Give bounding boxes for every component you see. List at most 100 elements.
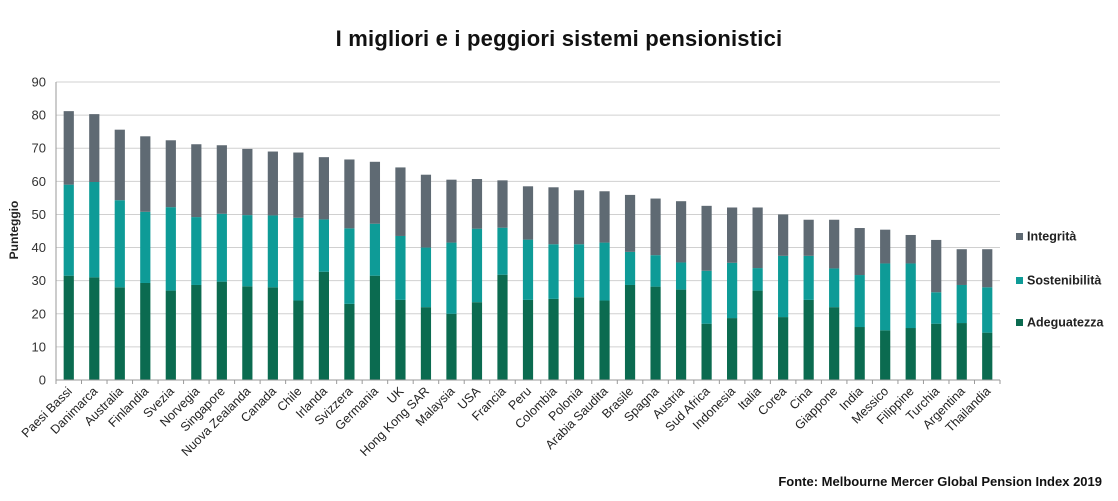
bar-segment-integrit <box>344 159 355 229</box>
bar-segment-adeguatezza <box>471 302 483 380</box>
bar-segment-sostenibilit <box>420 247 432 308</box>
bar-segment-sostenibilit <box>165 207 176 291</box>
legend-swatch <box>1016 319 1023 326</box>
bar-segment-sostenibilit <box>216 213 227 282</box>
bar-segment-sostenibilit <box>956 284 967 324</box>
y-tick-label: 70 <box>32 141 46 156</box>
bar-segment-adeguatezza <box>854 327 865 380</box>
legend-label: Integrità <box>1027 230 1076 244</box>
bar-segment-adeguatezza <box>905 328 916 380</box>
bar-segment-integrit <box>318 157 329 220</box>
bar-segment-sostenibilit <box>446 242 457 314</box>
x-tick-label: Corea <box>755 384 789 418</box>
bar-segment-integrit <box>599 191 610 243</box>
bar-segment-sostenibilit <box>267 215 278 288</box>
bar-segment-adeguatezza <box>318 271 329 380</box>
bar-segment-integrit <box>395 167 406 236</box>
bar-segment-adeguatezza <box>395 299 406 380</box>
bar-segment-integrit <box>140 136 151 212</box>
legend-swatch <box>1016 233 1023 240</box>
bar-segment-sostenibilit <box>293 217 304 301</box>
bar-segment-integrit <box>191 144 202 218</box>
bar-segment-integrit <box>803 219 814 256</box>
y-tick-label: 40 <box>32 240 46 255</box>
bar-segment-sostenibilit <box>650 255 661 287</box>
bar-segment-integrit <box>369 161 381 224</box>
y-tick-label: 50 <box>32 207 46 222</box>
bars <box>63 111 993 380</box>
bar-segment-sostenibilit <box>675 262 687 290</box>
bar-segment-integrit <box>880 229 891 264</box>
bar-segment-adeguatezza <box>701 323 712 380</box>
bar-segment-sostenibilit <box>318 219 329 272</box>
bar-segment-sostenibilit <box>854 275 865 328</box>
chart-title: I migliori e i peggiori sistemi pensioni… <box>335 26 783 51</box>
bar-segment-adeguatezza <box>369 275 381 380</box>
bar-segment-integrit <box>778 214 789 256</box>
bar-segment-adeguatezza <box>89 277 100 380</box>
bar-segment-integrit <box>675 201 687 263</box>
bar-segment-integrit <box>548 187 559 245</box>
bar-segment-integrit <box>165 140 176 208</box>
bar-segment-adeguatezza <box>63 275 74 380</box>
y-tick-label: 90 <box>32 75 46 90</box>
bar-segment-adeguatezza <box>650 286 661 380</box>
bar-segment-sostenibilit <box>752 268 763 291</box>
y-tick-label: 60 <box>32 174 46 189</box>
legend: Integrità Sostenibilità Adeguatezza <box>1016 230 1104 330</box>
bar-segment-integrit <box>242 148 253 216</box>
bar-segment-adeguatezza <box>982 332 993 380</box>
bar-segment-sostenibilit <box>727 262 738 319</box>
bar-segment-sostenibilit <box>548 244 559 299</box>
bar-segment-sostenibilit <box>89 181 100 278</box>
bar-segment-adeguatezza <box>727 318 738 380</box>
bar-segment-sostenibilit <box>369 223 381 276</box>
bar-segment-sostenibilit <box>395 235 406 300</box>
bar-segment-integrit <box>471 179 483 229</box>
bar-segment-adeguatezza <box>165 290 176 380</box>
bar-segment-adeguatezza <box>599 300 610 380</box>
bar-segment-sostenibilit <box>114 200 125 288</box>
bar-segment-sostenibilit <box>905 263 916 329</box>
legend-label: Sostenibilità <box>1027 274 1101 288</box>
bar-segment-adeguatezza <box>829 307 840 380</box>
bar-segment-sostenibilit <box>599 242 610 301</box>
legend-swatch <box>1016 277 1023 284</box>
bar-segment-adeguatezza <box>880 330 891 380</box>
bar-segment-adeguatezza <box>752 290 763 380</box>
legend-label: Adeguatezza <box>1027 316 1104 330</box>
y-tick-label: 80 <box>32 108 46 123</box>
bar-segment-integrit <box>420 174 432 248</box>
bar-segment-integrit <box>293 152 304 218</box>
bar-segment-adeguatezza <box>216 281 227 380</box>
bar-segment-integrit <box>522 186 534 240</box>
y-tick-label: 20 <box>32 306 46 321</box>
bar-segment-integrit <box>854 228 865 276</box>
bar-segment-integrit <box>727 207 738 263</box>
bar-segment-integrit <box>701 205 712 271</box>
bar-segment-adeguatezza <box>573 297 585 380</box>
bar-segment-adeguatezza <box>803 299 814 380</box>
bar-segment-sostenibilit <box>982 287 993 333</box>
bar-segment-adeguatezza <box>446 313 457 380</box>
bar-segment-sostenibilit <box>471 228 483 303</box>
bar-segment-adeguatezza <box>778 317 789 380</box>
y-axis-label: Punteggio <box>7 201 21 260</box>
bar-segment-sostenibilit <box>829 268 840 308</box>
y-tick-label: 30 <box>32 273 46 288</box>
bar-segment-adeguatezza <box>114 287 125 380</box>
bar-segment-sostenibilit <box>880 263 891 331</box>
bar-segment-adeguatezza <box>293 300 304 380</box>
bar-segment-adeguatezza <box>420 307 432 380</box>
bar-segment-adeguatezza <box>344 303 355 380</box>
bar-segment-sostenibilit <box>624 251 636 285</box>
bar-segment-adeguatezza <box>497 274 508 380</box>
bar-segment-adeguatezza <box>522 299 534 380</box>
bar-segment-adeguatezza <box>548 298 559 380</box>
bar-segment-sostenibilit <box>63 184 74 276</box>
bar-segment-adeguatezza <box>140 282 151 380</box>
bar-segment-integrit <box>905 234 916 264</box>
bar-segment-sostenibilit <box>931 292 942 324</box>
bar-segment-integrit <box>216 145 227 214</box>
